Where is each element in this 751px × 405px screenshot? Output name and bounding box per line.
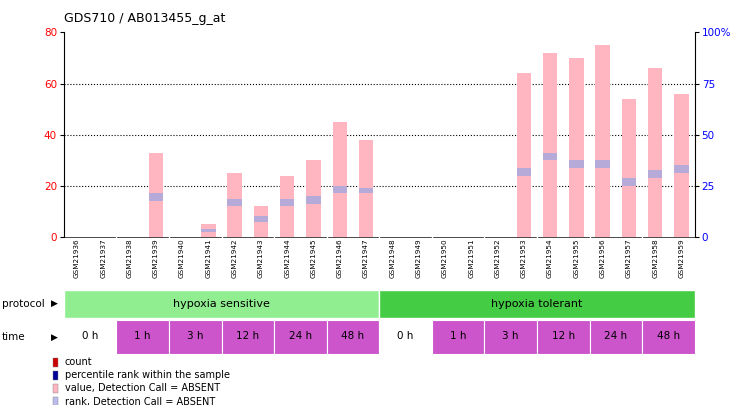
Bar bbox=[53, 384, 58, 393]
Bar bbox=[359, 188, 373, 194]
Bar bbox=[228, 198, 242, 206]
Bar bbox=[517, 73, 531, 237]
Bar bbox=[280, 198, 294, 206]
Bar bbox=[306, 160, 321, 237]
Bar bbox=[254, 217, 268, 222]
Text: time: time bbox=[2, 332, 25, 342]
Bar bbox=[333, 122, 347, 237]
Bar bbox=[432, 320, 484, 354]
Bar bbox=[53, 397, 58, 405]
Bar bbox=[333, 186, 347, 194]
Text: protocol: protocol bbox=[2, 299, 44, 309]
Bar bbox=[543, 153, 557, 160]
Text: GSM21942: GSM21942 bbox=[232, 238, 237, 277]
Text: GSM21959: GSM21959 bbox=[679, 238, 684, 277]
Bar bbox=[306, 196, 321, 204]
Text: GSM21948: GSM21948 bbox=[390, 238, 395, 277]
Text: hypoxia tolerant: hypoxia tolerant bbox=[491, 299, 583, 309]
Text: GSM21946: GSM21946 bbox=[337, 238, 342, 277]
Bar bbox=[274, 320, 327, 354]
Text: percentile rank within the sample: percentile rank within the sample bbox=[65, 370, 230, 380]
Bar bbox=[64, 290, 379, 318]
Bar bbox=[379, 320, 432, 354]
Text: 0 h: 0 h bbox=[397, 331, 414, 341]
Bar bbox=[254, 206, 268, 237]
Bar bbox=[149, 153, 163, 237]
Text: 3 h: 3 h bbox=[502, 331, 519, 341]
Text: GSM21952: GSM21952 bbox=[495, 238, 500, 277]
Bar bbox=[149, 194, 163, 201]
Text: GSM21936: GSM21936 bbox=[74, 238, 80, 277]
Bar bbox=[569, 58, 584, 237]
Bar bbox=[201, 229, 216, 232]
Text: GSM21958: GSM21958 bbox=[653, 238, 658, 277]
Bar bbox=[543, 53, 557, 237]
Text: ▶: ▶ bbox=[51, 299, 58, 308]
Bar bbox=[674, 165, 689, 173]
Bar bbox=[596, 45, 610, 237]
Bar bbox=[622, 178, 636, 186]
Text: 24 h: 24 h bbox=[605, 331, 627, 341]
Text: GDS710 / AB013455_g_at: GDS710 / AB013455_g_at bbox=[64, 12, 225, 25]
Text: GSM21945: GSM21945 bbox=[311, 238, 316, 277]
Text: 48 h: 48 h bbox=[342, 331, 364, 341]
Text: GSM21954: GSM21954 bbox=[547, 238, 553, 277]
Text: 12 h: 12 h bbox=[552, 331, 575, 341]
Bar bbox=[228, 173, 242, 237]
Bar bbox=[359, 140, 373, 237]
Text: GSM21950: GSM21950 bbox=[442, 238, 448, 277]
Text: GSM21947: GSM21947 bbox=[363, 238, 369, 277]
Text: GSM21949: GSM21949 bbox=[416, 238, 421, 277]
Bar bbox=[280, 176, 294, 237]
Bar bbox=[379, 290, 695, 318]
Text: GSM21943: GSM21943 bbox=[258, 238, 264, 277]
Text: GSM21938: GSM21938 bbox=[127, 238, 132, 277]
Text: GSM21937: GSM21937 bbox=[101, 238, 106, 277]
Text: GSM21944: GSM21944 bbox=[285, 238, 290, 277]
Text: GSM21955: GSM21955 bbox=[574, 238, 579, 277]
Bar bbox=[648, 68, 662, 237]
Text: rank, Detection Call = ABSENT: rank, Detection Call = ABSENT bbox=[65, 396, 215, 405]
Text: value, Detection Call = ABSENT: value, Detection Call = ABSENT bbox=[65, 384, 219, 394]
Bar bbox=[596, 160, 610, 168]
Text: count: count bbox=[65, 357, 92, 367]
Bar bbox=[622, 99, 636, 237]
Text: 3 h: 3 h bbox=[187, 331, 204, 341]
Text: 1 h: 1 h bbox=[134, 331, 151, 341]
Bar bbox=[53, 371, 58, 380]
Text: 48 h: 48 h bbox=[657, 331, 680, 341]
Bar bbox=[537, 320, 590, 354]
Bar bbox=[569, 160, 584, 168]
Text: GSM21956: GSM21956 bbox=[600, 238, 605, 277]
Text: 1 h: 1 h bbox=[450, 331, 466, 341]
Bar bbox=[517, 168, 531, 176]
Bar bbox=[222, 320, 274, 354]
Bar bbox=[116, 320, 169, 354]
Text: GSM21957: GSM21957 bbox=[626, 238, 632, 277]
Text: GSM21939: GSM21939 bbox=[153, 238, 158, 277]
Bar bbox=[648, 171, 662, 178]
Text: GSM21941: GSM21941 bbox=[206, 238, 211, 277]
Bar bbox=[590, 320, 642, 354]
Text: GSM21951: GSM21951 bbox=[469, 238, 474, 277]
Bar bbox=[53, 358, 58, 367]
Text: 0 h: 0 h bbox=[82, 331, 98, 341]
Bar bbox=[64, 320, 116, 354]
Text: hypoxia sensitive: hypoxia sensitive bbox=[173, 299, 270, 309]
Text: GSM21953: GSM21953 bbox=[521, 238, 526, 277]
Bar bbox=[484, 320, 537, 354]
Bar bbox=[201, 224, 216, 237]
Bar bbox=[642, 320, 695, 354]
Text: 12 h: 12 h bbox=[237, 331, 259, 341]
Text: ▶: ▶ bbox=[51, 333, 58, 342]
Bar bbox=[327, 320, 379, 354]
Bar bbox=[169, 320, 222, 354]
Text: 24 h: 24 h bbox=[289, 331, 312, 341]
Bar bbox=[674, 94, 689, 237]
Text: GSM21940: GSM21940 bbox=[179, 238, 185, 277]
